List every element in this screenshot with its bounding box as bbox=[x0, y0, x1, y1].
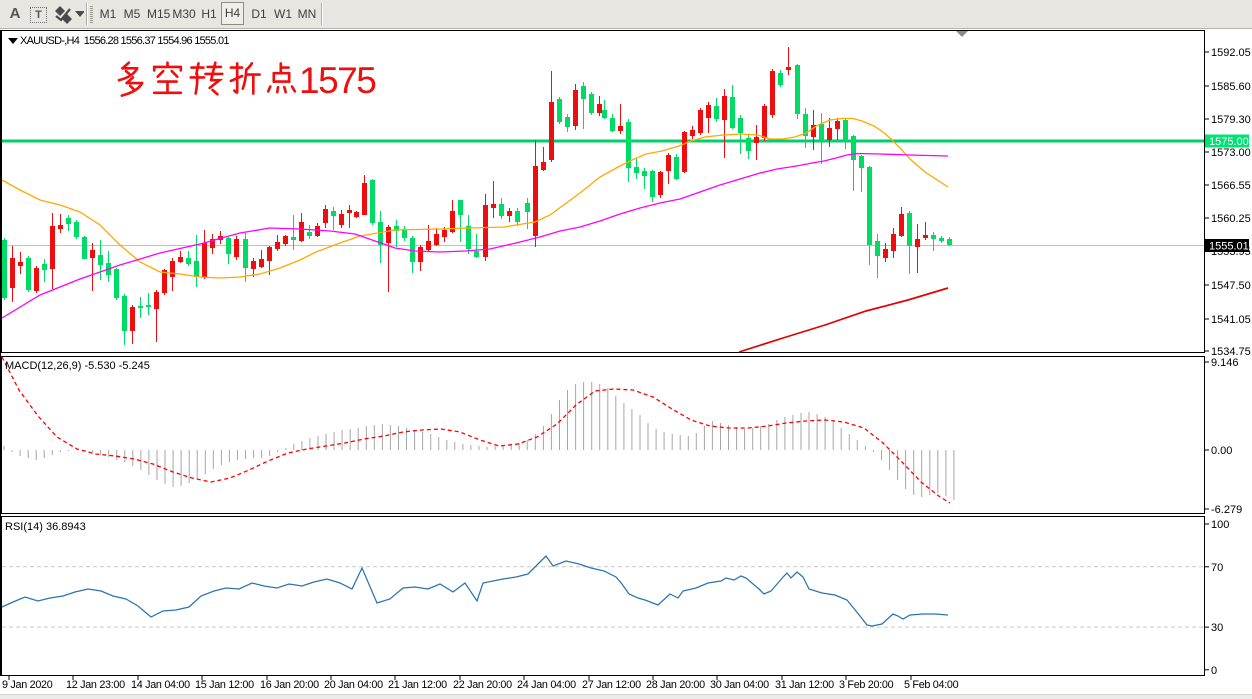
svg-text:21 Jan 12:00: 21 Jan 12:00 bbox=[388, 679, 447, 691]
svg-text:1566.55: 1566.55 bbox=[1211, 180, 1251, 192]
svg-text:1555.01: 1555.01 bbox=[1209, 241, 1249, 253]
svg-text:31 Jan 12:00: 31 Jan 12:00 bbox=[775, 679, 834, 691]
svg-text:14 Jan 04:00: 14 Jan 04:00 bbox=[131, 679, 190, 691]
svg-text:27 Jan 12:00: 27 Jan 12:00 bbox=[582, 679, 641, 691]
svg-text:30: 30 bbox=[1211, 622, 1223, 634]
svg-text:MACD(12,26,9) -5.530 -5.245: MACD(12,26,9) -5.530 -5.245 bbox=[5, 360, 150, 372]
svg-text:12 Jan 23:00: 12 Jan 23:00 bbox=[66, 679, 125, 691]
svg-text:3 Feb 20:00: 3 Feb 20:00 bbox=[839, 679, 894, 691]
svg-text:1534.75: 1534.75 bbox=[1211, 346, 1251, 358]
svg-text:15 Jan 12:00: 15 Jan 12:00 bbox=[195, 679, 254, 691]
svg-text:28 Jan 20:00: 28 Jan 20:00 bbox=[646, 679, 705, 691]
svg-text:9 Jan 2020: 9 Jan 2020 bbox=[2, 679, 53, 691]
svg-text:24 Jan 04:00: 24 Jan 04:00 bbox=[517, 679, 576, 691]
svg-text:5 Feb 04:00: 5 Feb 04:00 bbox=[904, 679, 959, 691]
svg-text:16 Jan 20:00: 16 Jan 20:00 bbox=[260, 679, 319, 691]
svg-text:RSI(14) 36.8943: RSI(14) 36.8943 bbox=[5, 521, 86, 533]
svg-text:0.00: 0.00 bbox=[1211, 445, 1232, 457]
svg-text:1573.00: 1573.00 bbox=[1211, 147, 1251, 159]
svg-text:XAUUSD-,H4 1556.28 1556.37 15: XAUUSD-,H4 1556.28 1556.37 1554.96 1555.… bbox=[20, 35, 229, 47]
svg-text:1541.05: 1541.05 bbox=[1211, 314, 1251, 326]
svg-text:22 Jan 20:00: 22 Jan 20:00 bbox=[453, 679, 512, 691]
svg-text:1547.50: 1547.50 bbox=[1211, 280, 1251, 292]
svg-text:1592.05: 1592.05 bbox=[1211, 47, 1251, 59]
svg-text:1575: 1575 bbox=[299, 60, 376, 101]
svg-text:0: 0 bbox=[1211, 665, 1217, 677]
svg-text:1579.30: 1579.30 bbox=[1211, 114, 1251, 126]
svg-text:1560.25: 1560.25 bbox=[1211, 213, 1251, 225]
svg-text:1585.60: 1585.60 bbox=[1211, 81, 1251, 93]
svg-text:9.146: 9.146 bbox=[1211, 357, 1239, 369]
svg-text:30 Jan 04:00: 30 Jan 04:00 bbox=[710, 679, 769, 691]
svg-text:100: 100 bbox=[1211, 519, 1229, 531]
svg-text:20 Jan 04:00: 20 Jan 04:00 bbox=[324, 679, 383, 691]
svg-text:-6.279: -6.279 bbox=[1211, 504, 1242, 516]
svg-text:1575.00: 1575.00 bbox=[1209, 136, 1249, 148]
svg-text:70: 70 bbox=[1211, 562, 1223, 574]
